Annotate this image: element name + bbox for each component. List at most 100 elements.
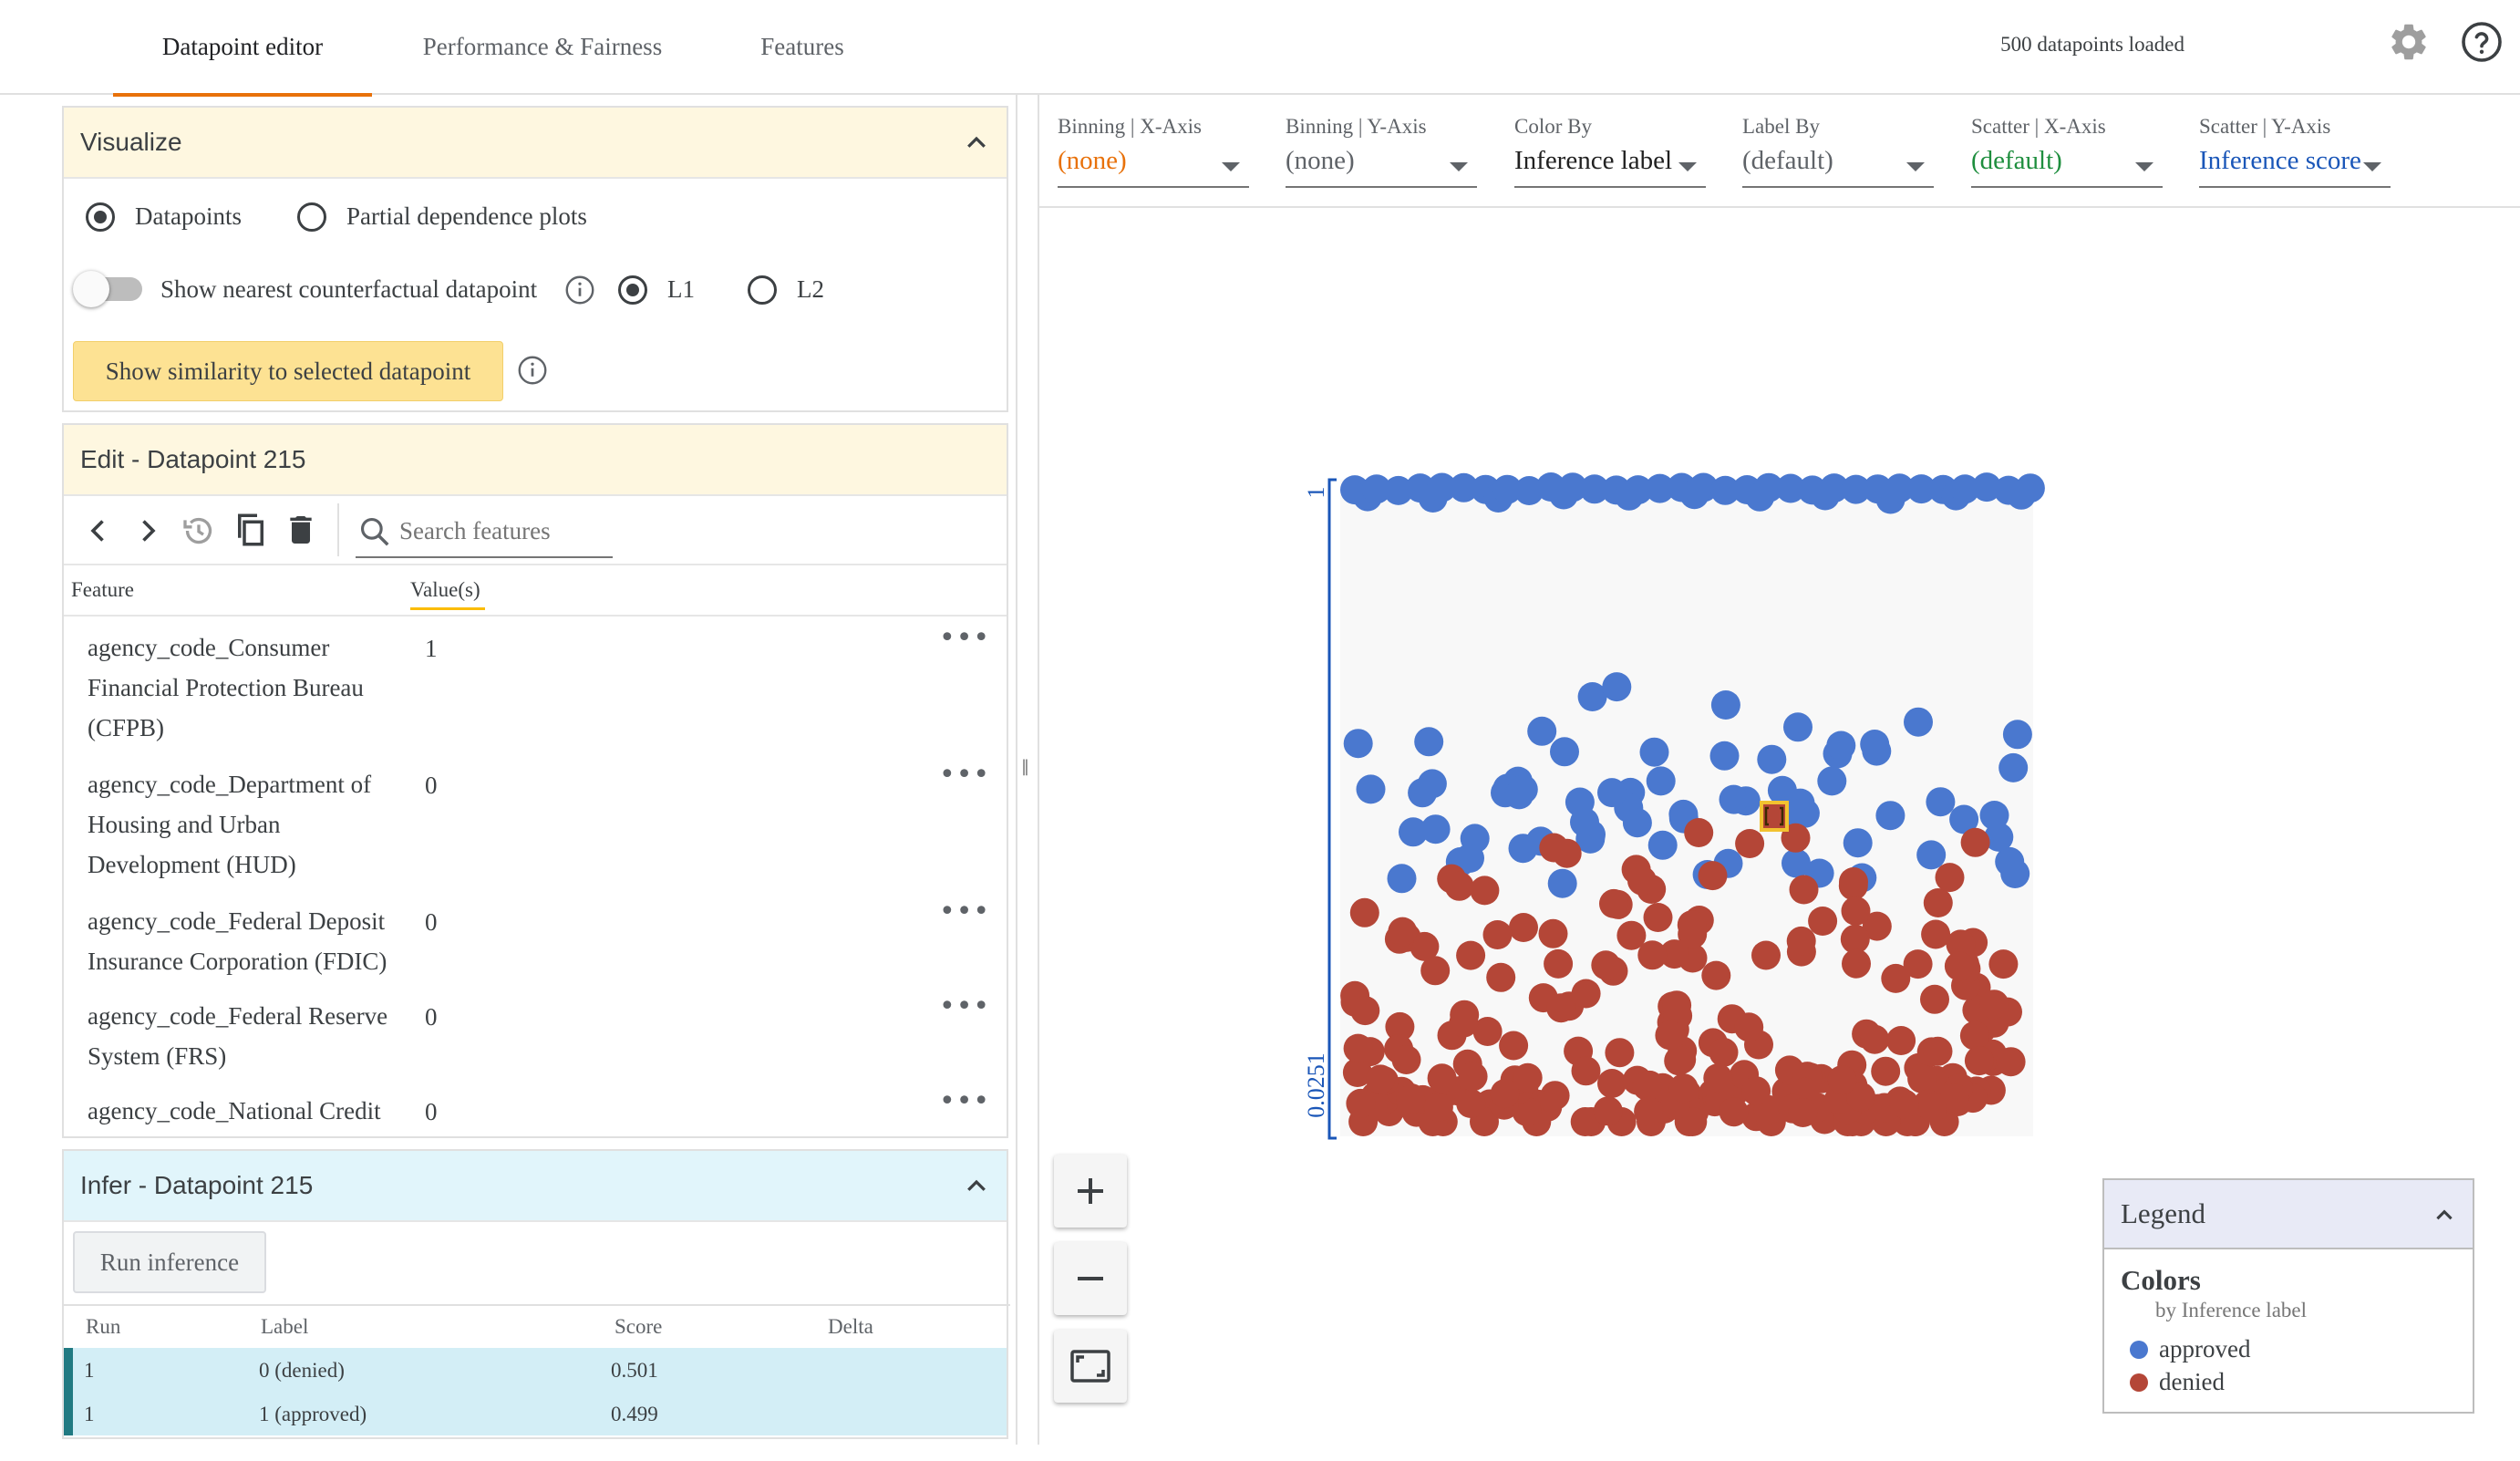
approved-datapoint[interactable] — [1455, 844, 1484, 873]
denied-datapoint[interactable] — [1788, 1098, 1818, 1127]
denied-datapoint[interactable] — [1846, 1082, 1876, 1112]
approved-datapoint[interactable] — [1949, 804, 1979, 834]
approved-datapoint[interactable] — [1998, 752, 2029, 782]
denied-datapoint[interactable] — [1423, 1093, 1453, 1122]
delete-icon[interactable] — [283, 511, 319, 549]
denied-datapoint[interactable] — [1637, 940, 1668, 970]
feature-value[interactable]: 0 — [425, 1003, 438, 1031]
dropdown-arrow-icon[interactable] — [1906, 162, 1925, 171]
chevron-up-icon[interactable] — [963, 1173, 990, 1200]
denied-datapoint[interactable] — [1605, 1038, 1635, 1068]
approved-datapoint[interactable] — [1757, 744, 1787, 774]
datapoints[interactable] — [1340, 472, 2045, 1136]
resize-handle-icon[interactable]: ‖ — [1021, 757, 1029, 776]
denied-datapoint[interactable] — [1701, 960, 1731, 990]
zoom-in-button[interactable] — [1054, 1155, 1127, 1228]
select-value[interactable]: Inference score — [2199, 146, 2391, 188]
denied-datapoint[interactable] — [1703, 1063, 1733, 1093]
approved-datapoint[interactable] — [1782, 848, 1811, 878]
dropdown-arrow-icon[interactable] — [2135, 162, 2153, 171]
partial-dependence-radio[interactable] — [297, 202, 326, 232]
feature-value[interactable]: 0 — [425, 908, 438, 936]
feature-value[interactable]: 1 — [425, 635, 438, 662]
approved-datapoint[interactable] — [1950, 474, 1980, 504]
approved-datapoint[interactable] — [1710, 690, 1740, 720]
denied-datapoint[interactable] — [1458, 1062, 1488, 1092]
denied-datapoint[interactable] — [1538, 918, 1568, 948]
denied-datapoint[interactable] — [1921, 919, 1951, 949]
denied-datapoint[interactable] — [1935, 863, 1965, 893]
chevron-right-icon[interactable] — [131, 514, 164, 547]
approved-datapoint[interactable] — [1527, 716, 1557, 746]
feature-value[interactable]: 0 — [425, 1098, 438, 1125]
approved-datapoint[interactable] — [1570, 807, 1599, 837]
approved-datapoint[interactable] — [2015, 473, 2045, 503]
denied-datapoint[interactable] — [1923, 1036, 1953, 1066]
denied-datapoint[interactable] — [1346, 1088, 1376, 1118]
approved-datapoint[interactable] — [1414, 727, 1444, 757]
approved-datapoint[interactable] — [1754, 472, 1784, 503]
approved-datapoint[interactable] — [1508, 774, 1538, 804]
approved-datapoint[interactable] — [1995, 846, 2025, 876]
tab-datapoint-editor[interactable]: Datapoint editor — [113, 0, 372, 97]
info-icon[interactable] — [563, 274, 596, 306]
binning-x-select[interactable]: Binning | X-Axis (none) — [1058, 115, 1249, 188]
denied-datapoint[interactable] — [1546, 993, 1576, 1023]
approved-datapoint[interactable] — [1819, 473, 1849, 503]
approved-datapoint[interactable] — [1719, 784, 1749, 814]
dropdown-arrow-icon[interactable] — [1450, 162, 1468, 171]
approved-datapoint[interactable] — [1622, 808, 1652, 838]
datapoints-radio[interactable] — [86, 202, 115, 232]
approved-datapoint[interactable] — [1449, 472, 1479, 503]
denied-datapoint[interactable] — [1509, 913, 1538, 942]
denied-datapoint[interactable] — [1842, 948, 1871, 979]
table-row[interactable]: 1 1 (approved) 0.499 — [64, 1392, 1007, 1435]
denied-datapoint[interactable] — [1597, 1069, 1627, 1098]
approved-datapoint[interactable] — [1420, 814, 1451, 844]
denied-datapoint[interactable] — [1350, 996, 1380, 1026]
approved-datapoint[interactable] — [1783, 712, 1813, 742]
approved-datapoint[interactable] — [1492, 474, 1523, 504]
more-options-icon[interactable]: ••• — [939, 759, 991, 791]
approved-datapoint[interactable] — [1597, 778, 1627, 808]
approved-datapoint[interactable] — [1817, 766, 1847, 796]
approved-datapoint[interactable] — [1646, 766, 1676, 796]
denied-datapoint[interactable] — [1979, 990, 2009, 1020]
approved-datapoint[interactable] — [1843, 828, 1873, 858]
denied-datapoint[interactable] — [1698, 861, 1728, 891]
approved-datapoint[interactable] — [2002, 720, 2032, 750]
approved-datapoint[interactable] — [1514, 476, 1544, 505]
denied-datapoint[interactable] — [1627, 865, 1657, 896]
approved-datapoint[interactable] — [1356, 774, 1386, 804]
denied-datapoint[interactable] — [1988, 949, 2019, 979]
visualize-header[interactable]: Visualize — [64, 108, 1007, 179]
denied-datapoint[interactable] — [1960, 827, 1990, 857]
denied-datapoint[interactable] — [1959, 1021, 1989, 1051]
more-options-icon[interactable]: ••• — [939, 990, 991, 1022]
denied-datapoint[interactable] — [1751, 940, 1781, 970]
approved-datapoint[interactable] — [1885, 473, 1915, 503]
denied-datapoint[interactable] — [1944, 951, 1974, 981]
denied-datapoint[interactable] — [1734, 1012, 1764, 1042]
denied-datapoint[interactable] — [1827, 1065, 1857, 1095]
approved-datapoint[interactable] — [1709, 741, 1740, 771]
denied-datapoint[interactable] — [1662, 990, 1692, 1021]
approved-datapoint[interactable] — [1916, 840, 1947, 870]
denied-datapoint[interactable] — [1470, 876, 1500, 906]
infer-header[interactable]: Infer - Datapoint 215 — [64, 1151, 1007, 1222]
approved-datapoint[interactable] — [1408, 778, 1438, 808]
approved-datapoint[interactable] — [1579, 474, 1609, 504]
approved-datapoint[interactable] — [1343, 729, 1373, 759]
denied-datapoint[interactable] — [1946, 929, 1976, 959]
approved-datapoint[interactable] — [1906, 474, 1936, 504]
denied-datapoint[interactable] — [1889, 1089, 1919, 1119]
approved-datapoint[interactable] — [1547, 868, 1577, 898]
denied-datapoint[interactable] — [1918, 1093, 1947, 1123]
denied-datapoint[interactable] — [1490, 1079, 1520, 1109]
approved-datapoint[interactable] — [1387, 864, 1417, 894]
denied-datapoint[interactable] — [1735, 829, 1765, 858]
denied-datapoint[interactable] — [1385, 1011, 1415, 1041]
denied-datapoint[interactable] — [1366, 1064, 1396, 1094]
denied-datapoint[interactable] — [1444, 871, 1474, 901]
denied-datapoint[interactable] — [1886, 1026, 1916, 1055]
